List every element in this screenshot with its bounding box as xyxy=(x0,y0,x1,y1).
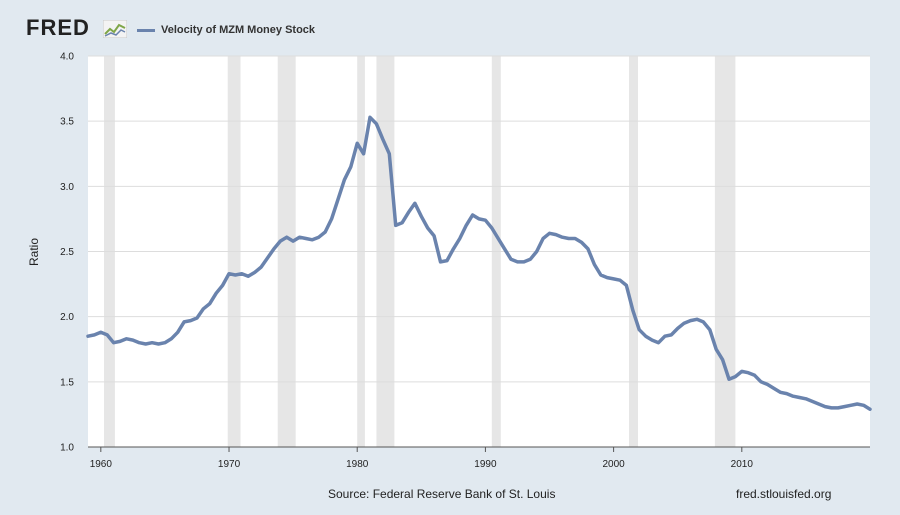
chart: 1.0 1.5 2.0 2.5 3.0 3.5 4.0 1960 1970 1980 1990 20… xyxy=(27,52,872,470)
chart-header: FRED Velocity of MZM Money Stock xyxy=(0,0,900,50)
x-tick-label: 2010 xyxy=(731,459,754,470)
y-axis-ticks: 1.0 1.5 2.0 2.5 3.0 3.5 4.0 xyxy=(60,52,74,454)
y-tick-label: 3.0 xyxy=(60,182,74,193)
legend: Velocity of MZM Money Stock xyxy=(137,22,315,38)
grid-lines xyxy=(88,55,870,448)
line-chart-icon xyxy=(103,20,127,38)
legend-label: Velocity of MZM Money Stock xyxy=(161,24,316,36)
series-layer xyxy=(86,115,872,411)
y-axis-title: Ratio xyxy=(27,238,41,266)
x-axis-ticks: 1960 1970 1980 1990 2000 2010 xyxy=(88,446,870,470)
x-tick-label: 1970 xyxy=(218,459,241,470)
source-note: Source: Federal Reserve Bank of St. Loui… xyxy=(328,487,556,501)
x-tick-label: 1990 xyxy=(474,459,497,470)
y-tick-label: 1.0 xyxy=(60,443,74,454)
y-tick-label: 2.0 xyxy=(60,312,74,323)
series-line xyxy=(86,115,872,411)
fred-logo[interactable]: FRED xyxy=(26,15,90,40)
y-tick-label: 3.5 xyxy=(60,117,74,128)
y-tick-label: 2.5 xyxy=(60,247,74,258)
source-url[interactable]: fred.stlouisfed.org xyxy=(736,487,832,501)
y-tick-label: 4.0 xyxy=(60,52,74,63)
x-tick-label: 1980 xyxy=(346,459,369,470)
y-tick-label: 1.5 xyxy=(60,377,74,388)
legend-swatch xyxy=(137,28,155,32)
x-tick-label: 2000 xyxy=(602,459,625,470)
x-tick-label: 1960 xyxy=(90,459,113,470)
